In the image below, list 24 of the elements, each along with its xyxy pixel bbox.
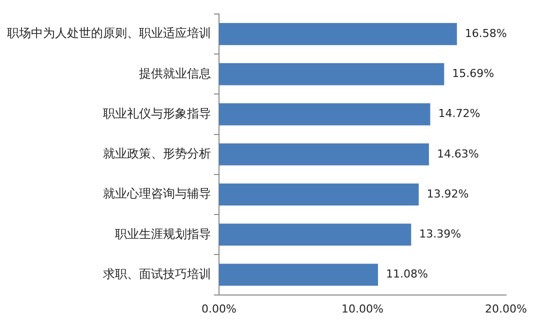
x-tick-label: 0.00% <box>202 302 236 316</box>
data-label: 14.72% <box>438 107 480 120</box>
data-label: 13.92% <box>426 187 469 200</box>
x-tick-label: 10.00% <box>342 302 384 316</box>
y-tick-label: 职业生涯规划指导 <box>115 226 211 241</box>
y-tick-label: 提供就业信息 <box>139 66 211 80</box>
bar <box>219 23 457 46</box>
x-tick-label: 20.00% <box>485 302 527 316</box>
data-label: 13.39% <box>419 227 462 240</box>
bar <box>219 264 378 286</box>
y-tick-label: 就业心理咨询与辅导 <box>103 186 211 201</box>
bar <box>219 183 419 206</box>
data-label: 15.69% <box>452 67 494 80</box>
data-label: 16.58% <box>464 26 507 40</box>
y-tick-label: 就业政策、形势分析 <box>103 146 211 161</box>
y-tick-label: 职业礼仪与形象指导 <box>103 106 211 120</box>
bar <box>219 143 429 166</box>
bar <box>219 103 430 126</box>
bar <box>219 224 412 246</box>
bar <box>219 63 444 86</box>
y-tick-label: 职场中为人处世的原则、职业适应培训 <box>7 26 211 40</box>
y-tick-label: 求职、面试技巧培训 <box>103 266 211 281</box>
data-label: 14.63% <box>436 147 479 160</box>
data-label: 11.08% <box>386 268 428 281</box>
